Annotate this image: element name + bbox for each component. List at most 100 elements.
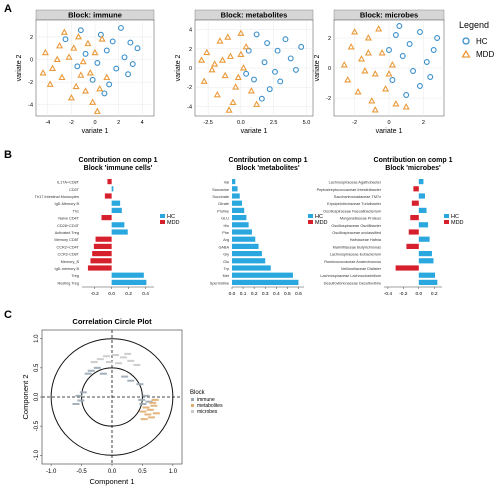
point-mdd [347, 43, 355, 50]
y-tick-label: 0.5 [34, 363, 40, 372]
point-mdd [364, 34, 372, 41]
bar-label: Lachnospiraceae Agathobacter [329, 181, 382, 185]
bar-hc [232, 272, 293, 278]
point-hc [103, 47, 110, 54]
x-tick-label: 4 [141, 120, 144, 126]
bar-label: Naive CD4T [58, 217, 79, 221]
bar-label: Met [223, 274, 230, 278]
bar-mdd [95, 236, 112, 242]
x-tick-label: 0.0 [415, 291, 422, 297]
y-axis-label: Component 2 [21, 374, 30, 419]
legend-mdd-label: MDD [315, 220, 328, 226]
point-hc [430, 47, 437, 53]
point-mdd [72, 82, 80, 90]
y-tick-label: 2 [328, 36, 331, 42]
bar-label: Sarcosine [212, 188, 229, 192]
y-tick-label: -4 [187, 104, 192, 110]
legend-label-metabolites: metabolites [197, 403, 223, 409]
point-hc [406, 41, 413, 47]
point-hc [261, 59, 268, 66]
bar-label: Trp [223, 267, 229, 271]
y-tick-label: -1.0 [34, 449, 40, 460]
point-hc [399, 53, 406, 59]
bar-label: Arg [223, 238, 229, 242]
point-mdd [368, 97, 376, 104]
point-hc [282, 36, 289, 43]
x-tick-label: -0.2 [91, 291, 100, 297]
y-tick-label: -2 [28, 80, 33, 86]
bar-hc [418, 251, 432, 257]
bar-label: Th17 Intestinal Monocytes [35, 195, 79, 199]
variable-immune [139, 402, 147, 405]
point-mdd [232, 83, 240, 90]
point-mdd [58, 73, 66, 81]
y-tick-label: -4 [28, 103, 33, 109]
bar-label: Oscillospiraceae Oscillibacter [331, 224, 381, 228]
variable-immune [75, 394, 83, 397]
bar-mdd [93, 243, 112, 249]
bar-label: Peptostreptococcaceae Intestinibacter [317, 188, 382, 192]
point-hc [253, 31, 260, 38]
x-tick-label: 0.0 [229, 291, 236, 297]
chart-immune-scatter: Block: immune -4 -2 0 2 4 -4 -2 0 2 variate 1 varia… [16, 9, 155, 135]
point-mdd [375, 25, 383, 32]
point-mdd [67, 93, 75, 101]
bar-mdd [413, 186, 419, 192]
chart-subtitle: Block 'immune cells' [84, 165, 153, 172]
x-tick-label: 0.2 [251, 291, 258, 297]
point-mdd [364, 49, 372, 56]
bar-label: His [224, 224, 230, 228]
bar-hc [232, 243, 259, 249]
y-axis-label: variate 2 [314, 54, 321, 81]
point-mdd [53, 55, 61, 62]
variable-microbes [124, 352, 132, 355]
point-mdd [219, 56, 227, 63]
point-mdd [247, 87, 255, 94]
legend-a-mdd-marker [461, 49, 471, 58]
legend-title: Block [190, 390, 206, 396]
y-axis-label: variate 2 [175, 54, 182, 81]
bar-label: IgD-memory B [55, 267, 80, 271]
point-hc [74, 63, 81, 70]
bar-hc [232, 193, 240, 199]
bar-mdd [410, 215, 419, 221]
legend-swatch-immune [191, 398, 194, 401]
bar-hc [232, 251, 262, 257]
point-mdd [91, 48, 99, 56]
point-mdd [253, 100, 261, 107]
bar-hc [418, 258, 434, 264]
y-tick-label: -2 [187, 85, 192, 91]
point-hc [77, 27, 84, 34]
variable-immune [93, 366, 101, 369]
variable-microbes [127, 359, 135, 362]
chart-microbes-scatter: Block: microbes -2 0 2 -2 0 2 variate 1 variate … [314, 9, 445, 135]
legend-mdd-label: MDD [451, 220, 464, 226]
point-mdd [340, 61, 348, 68]
point-hc [101, 90, 108, 97]
y-tick-label: 0 [30, 58, 33, 64]
variable-immune [72, 402, 80, 405]
x-tick-label: 0.3 [262, 291, 269, 297]
bar-label: CD3T [69, 188, 80, 192]
x-tick-label: 0.2 [125, 291, 132, 297]
x-axis-label: variate 1 [241, 128, 268, 135]
bar-hc [232, 207, 245, 213]
bar-label: Oscillospiraceae unclassified [332, 231, 381, 235]
bar-mdd [87, 265, 112, 271]
bar-hc [418, 279, 438, 285]
bar-label: Resting Treg [57, 281, 79, 285]
point-mdd [237, 50, 245, 58]
point-mdd [385, 70, 393, 77]
point-hc [277, 78, 284, 85]
y-tick-label: 1.0 [34, 334, 40, 343]
point-mdd [239, 64, 248, 71]
point-hc [251, 76, 257, 83]
legend-a-title: Legend [459, 20, 489, 30]
x-tick-label: -1.0 [46, 469, 57, 475]
y-tick-label: 0 [189, 66, 192, 72]
variable-microbes [112, 354, 120, 357]
bar-hc [111, 222, 125, 228]
x-tick-label: -0.4 [384, 291, 393, 297]
bar-hc [418, 193, 425, 199]
